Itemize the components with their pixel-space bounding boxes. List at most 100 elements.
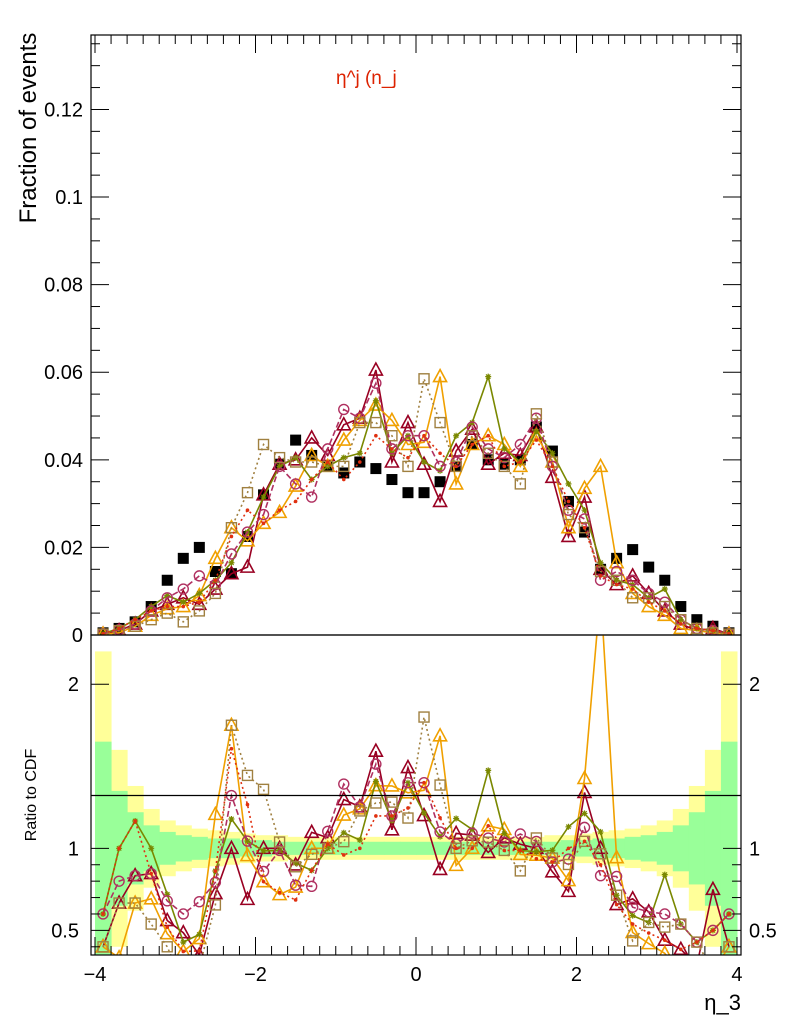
series-4-point [434,460,446,473]
ratio-series-6-point [101,912,105,916]
series-2-point [207,549,224,565]
series-6-point [390,447,394,451]
ratio-series-3-point [404,779,411,786]
series-2-point [271,503,288,519]
series-6 [101,433,731,635]
ratio-series-2-point [659,944,671,955]
y-tick-label: 0.02 [44,537,83,559]
series-2-point [368,396,384,411]
ratio-series-3-point [340,829,347,836]
ratio-series-5-point [708,966,718,976]
series-4-point [145,605,157,617]
series-3-point [372,397,379,404]
ratio-series-4-point [161,895,173,907]
ratio-series-4-point [241,835,254,847]
series-6-point [646,600,651,604]
series-3-point [613,577,620,584]
ratio-series-5-point [225,719,238,731]
ratio-series-5-point [418,711,430,723]
series-3-point [597,559,604,566]
ratio-series-4-point [466,827,478,839]
ratio-series-6-point [438,816,442,820]
series-5-point [257,438,270,451]
main-series-layer [97,361,735,635]
ratio-series-6-point [229,746,234,751]
series-1-point [223,565,240,580]
series-6-point [245,508,250,512]
ratio-series-3-point [356,837,363,844]
inner-band-bin [191,836,208,860]
ratio-series-2-point [115,949,123,955]
series-4-point [322,443,334,455]
ratio-series-3-point [485,767,492,774]
x-tick-label: 0 [410,964,421,986]
y-tick-label: 0 [72,625,83,647]
ratio-series-4-point [707,924,719,937]
y-tick-label: 0.04 [44,450,83,472]
inner-band-bin [287,841,305,855]
series-6-point [695,626,699,631]
ratio-series-4-point [177,908,189,920]
series-6-point [101,631,105,635]
series-2-point [335,431,352,446]
x-tick-label: −2 [244,964,267,986]
ratio-series-5-point [675,918,687,930]
series-3-point [260,494,267,501]
series-0-point [177,552,189,564]
series-6-point [422,433,426,438]
series-4-point [193,570,206,582]
inner-band-bin [159,831,176,865]
ratio-series-2-point [448,856,464,872]
ratio-series-2-point [143,890,160,905]
ratio-series-3-point [180,939,187,946]
series-6-point [518,460,523,464]
inner-band-bin [416,841,433,855]
series-2-point [448,475,464,490]
series-5-point [402,460,414,473]
ratio-series-6-point [679,947,683,952]
series-2 [97,367,735,635]
ratio-series-3-point [421,809,428,816]
inner-band-bin [383,841,401,855]
series-0-point [498,458,510,470]
ratio-series-3-point [613,892,620,899]
ratio-series-5-point [530,832,543,844]
series-0-point [161,574,173,586]
ratio-series-1-point [400,758,416,774]
series-2-point [432,367,448,383]
series-5-point [626,592,639,604]
inner-band-bin [367,841,385,855]
inner-band-bin [127,812,144,885]
ratio-y-tick-label-right: 1 [749,838,760,860]
ratio-series-4-line [102,761,730,944]
series-4-point [177,583,189,595]
series-2-point [672,619,689,635]
series-5-point [289,456,302,468]
series-3-point [549,450,556,457]
series-0-point [386,474,398,486]
ratio-series-2-line [102,635,730,955]
ratio-series-5-point [434,779,446,791]
series-6-point [662,609,667,613]
series-0-point [627,544,639,556]
x-tick-label: 4 [731,964,742,986]
ratio-series-4-point [322,825,334,837]
ratio-series-5-point [129,897,141,909]
ratio-series-5-point [178,979,188,989]
ratio-panel: −4 −2 0 2 4 0.5 0.5 1 1 2 2 Ratio to CDF η_3 [23,634,777,1015]
series-1-point [480,455,497,470]
ratio-series-4-point [113,875,125,887]
series-1-point [432,492,448,508]
x-axis-label: η_3 [704,990,741,1015]
series-1-point [624,567,641,582]
series-2-point [351,411,368,427]
ratio-series-1-point [544,863,561,878]
ratio-series-1-point [416,806,432,822]
series-6-point [261,521,266,526]
ratio-series-5-point [450,842,462,855]
ratio-series-1-point [624,890,641,905]
ratio-series-6-point [358,846,362,851]
series-6-point [213,578,218,583]
series-5-point [723,628,735,635]
series-1-point [239,558,256,573]
